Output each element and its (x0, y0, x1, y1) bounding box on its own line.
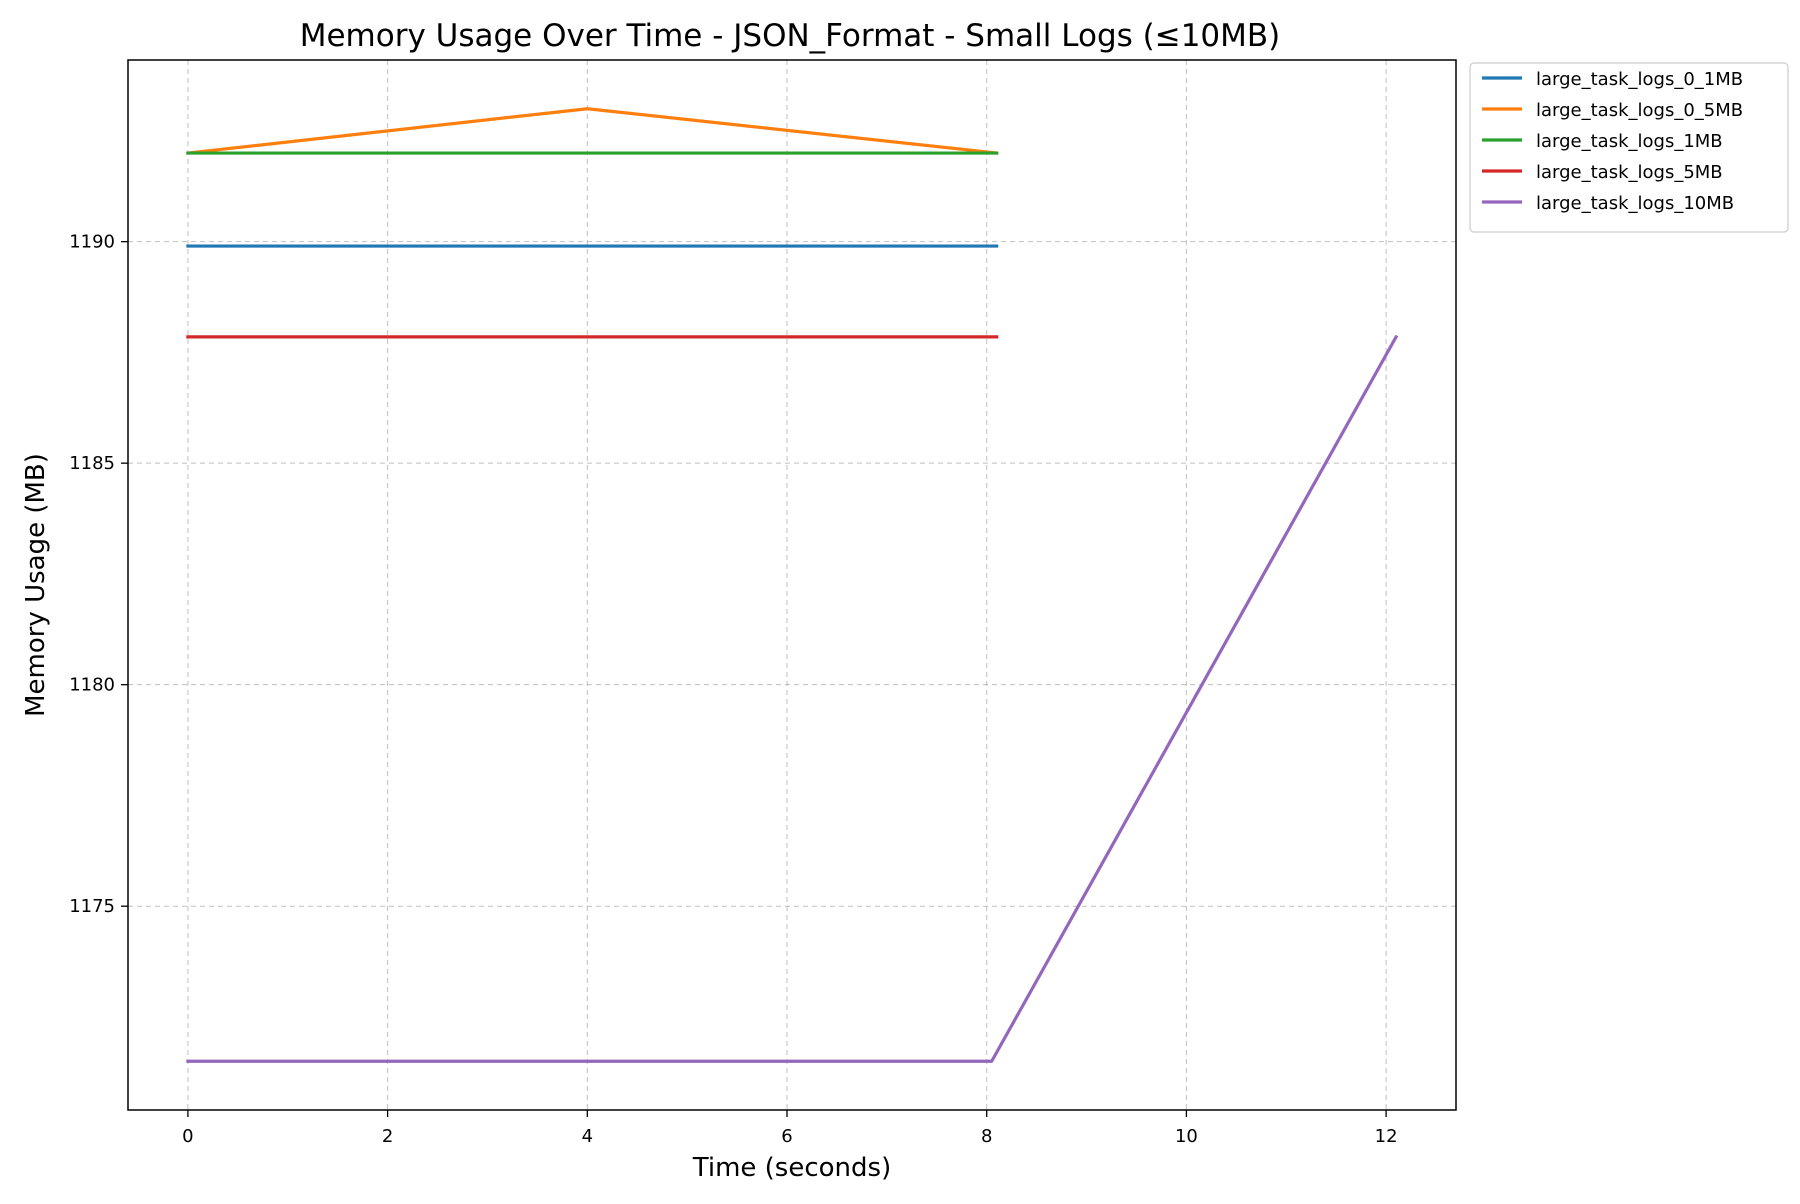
x-axis-label: Time (seconds) (692, 1153, 891, 1183)
y-tick-label: 1175 (69, 896, 115, 917)
x-tick-label: 6 (781, 1126, 792, 1147)
x-tick-label: 8 (981, 1126, 992, 1147)
legend-label: large_task_logs_10MB (1536, 193, 1734, 214)
y-tick-label: 1180 (69, 675, 115, 696)
legend-label: large_task_logs_5MB (1536, 162, 1723, 183)
series-line-large-task-logs-10MB (186, 334, 1399, 1063)
y-tick-label: 1185 (69, 453, 115, 474)
legend-label: large_task_logs_0_5MB (1536, 100, 1743, 121)
x-tick-label: 10 (1175, 1126, 1198, 1147)
x-axis-ticks: 0 2 4 6 8 10 12 (182, 1110, 1398, 1147)
x-tick-label: 2 (382, 1126, 393, 1147)
legend: large_task_logs_0_1MB large_task_logs_0_5… (1469, 62, 1789, 233)
plot-series (186, 107, 1399, 1063)
x-tick-label: 0 (182, 1126, 193, 1147)
series-line-large-task-logs-0-5MB (186, 107, 999, 155)
y-tick-label: 1190 (69, 232, 115, 253)
x-tick-label: 4 (582, 1126, 593, 1147)
grid-lines (128, 60, 1456, 1110)
y-axis-label: Memory Usage (MB) (21, 453, 51, 717)
plot-area-frame (127, 59, 1457, 1111)
chart-title: Memory Usage Over Time - JSON_Format - S… (300, 18, 1281, 54)
legend-frame (1469, 62, 1789, 233)
x-tick-label: 12 (1375, 1126, 1398, 1147)
legend-label: large_task_logs_0_1MB (1536, 69, 1743, 90)
y-axis-ticks: 1175 1180 1185 1190 (69, 232, 128, 917)
legend-label: large_task_logs_1MB (1536, 131, 1723, 152)
